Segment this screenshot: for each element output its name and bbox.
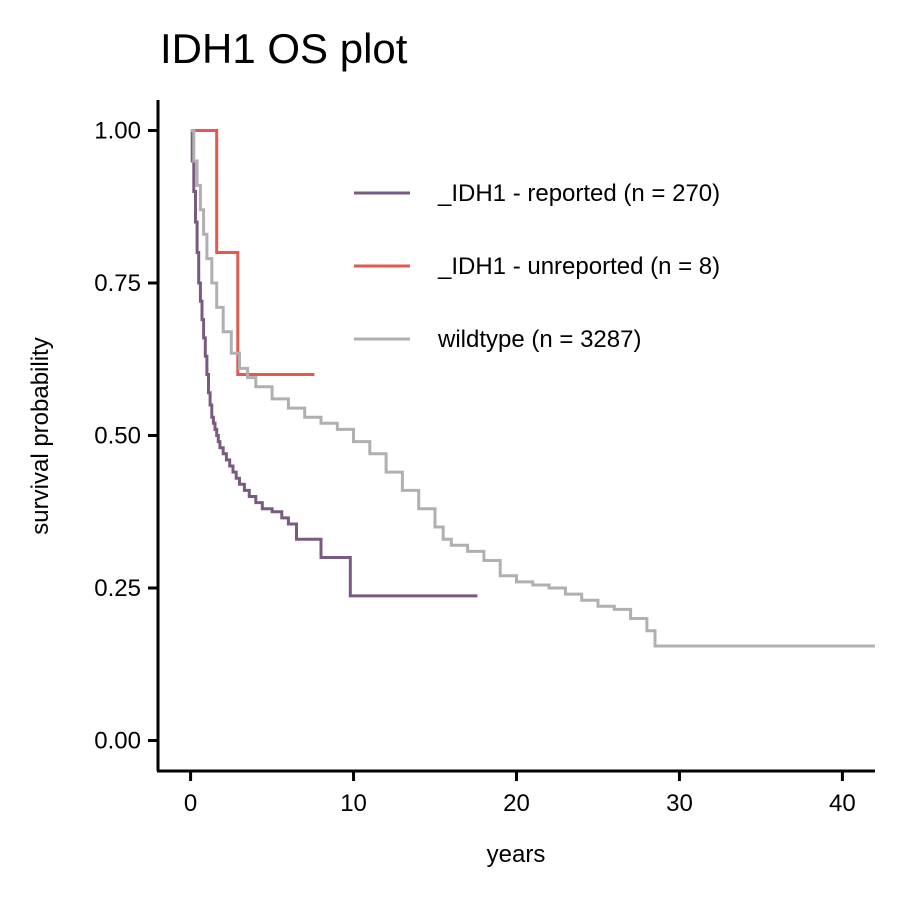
y-tick-label: 0.00 — [94, 728, 141, 755]
series-line-0 — [190, 129, 478, 598]
y-tick-label: 0.75 — [94, 270, 141, 297]
legend-label-0: _IDH1 - reported (n = 270) — [437, 180, 720, 207]
series-line-2 — [190, 129, 875, 648]
x-tick-label: 40 — [829, 790, 856, 817]
series-line-1 — [190, 129, 315, 376]
x-tick-label: 30 — [666, 790, 693, 817]
y-tick-label: 0.25 — [94, 575, 141, 602]
chart-title: IDH1 OS plot — [160, 25, 408, 72]
y-tick-label: 1.00 — [94, 118, 141, 145]
y-tick-label: 0.50 — [94, 423, 141, 450]
y-ticks: 0.00 0.25 0.50 0.75 1.00 — [94, 118, 158, 755]
x-ticks: 0 10 20 30 40 — [184, 771, 856, 817]
legend: _IDH1 - reported (n = 270) _IDH1 - unrepo… — [354, 180, 720, 353]
x-tick-label: 0 — [184, 790, 197, 817]
x-tick-label: 20 — [503, 790, 530, 817]
legend-label-2: wildtype (n = 3287) — [437, 326, 641, 353]
x-axis-label: years — [487, 841, 546, 868]
plot-lines — [190, 129, 875, 648]
legend-label-1: _IDH1 - unreported (n = 8) — [437, 253, 720, 280]
x-tick-label: 10 — [340, 790, 367, 817]
y-axis-label: survival probability — [27, 337, 54, 534]
